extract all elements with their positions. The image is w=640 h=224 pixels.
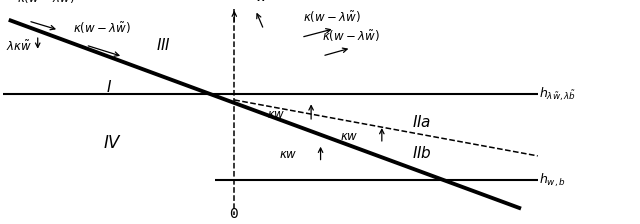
Text: $\kappa(w-\lambda\tilde{w})$: $\kappa(w-\lambda\tilde{w})$: [303, 10, 360, 25]
Text: $\kappa(w-\lambda\tilde{w})$: $\kappa(w-\lambda\tilde{w})$: [73, 21, 131, 36]
Text: $\kappa w$: $\kappa w$: [278, 148, 297, 161]
Text: $III$: $III$: [156, 37, 172, 53]
Text: $\tilde{w}$: $\tilde{w}$: [228, 0, 241, 4]
Text: $IV$: $IV$: [104, 134, 123, 152]
Text: $h_{\lambda\tilde{w},\lambda\tilde{b}}$: $h_{\lambda\tilde{w},\lambda\tilde{b}}$: [539, 86, 576, 103]
Text: $IIb$: $IIb$: [412, 145, 433, 161]
Text: $IIa$: $IIa$: [412, 114, 432, 130]
Text: $\lambda\kappa\tilde{w}$: $\lambda\kappa\tilde{w}$: [6, 40, 32, 54]
Text: $\kappa w$: $\kappa w$: [340, 130, 358, 143]
Text: $\kappa(w-\lambda\tilde{w})$: $\kappa(w-\lambda\tilde{w})$: [322, 29, 380, 44]
Text: $\kappa(w-\lambda\tilde{w})$: $\kappa(w-\lambda\tilde{w})$: [17, 0, 75, 6]
Text: $\kappa w$: $\kappa w$: [267, 108, 285, 121]
Text: $0$: $0$: [229, 207, 239, 221]
Text: $h_{w,b}$: $h_{w,b}$: [539, 171, 566, 189]
Text: $I$: $I$: [106, 79, 112, 95]
Text: $w$: $w$: [255, 0, 269, 4]
